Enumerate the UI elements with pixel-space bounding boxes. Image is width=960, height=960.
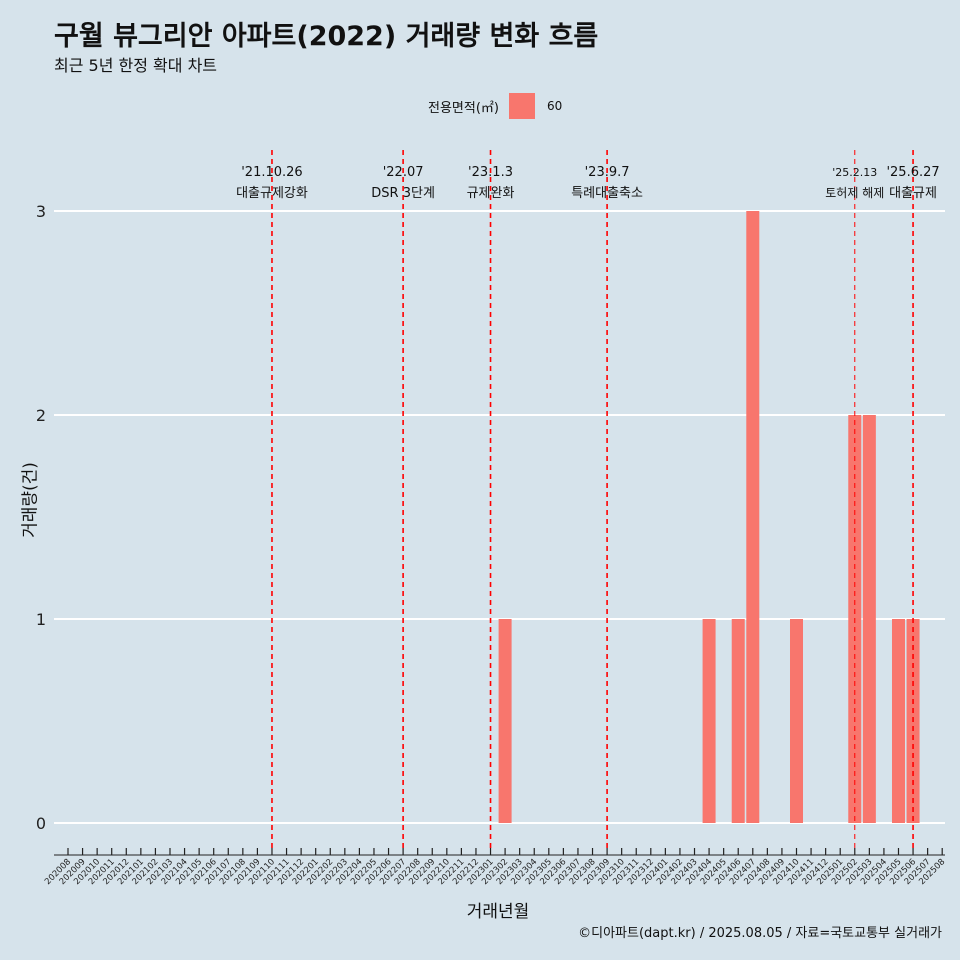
x-axis-title: 거래년월 bbox=[466, 902, 530, 922]
y-tick-label: 3 bbox=[36, 202, 46, 221]
y-tick-label: 1 bbox=[36, 610, 46, 629]
event-date-label: '23.1.3 bbox=[468, 165, 513, 180]
event-date-label: '23.9.7 bbox=[585, 165, 630, 180]
legend-entry-label: 60 bbox=[546, 99, 563, 113]
event-label: 토허제 해제 bbox=[825, 186, 884, 200]
y-tick-label: 2 bbox=[36, 406, 46, 425]
y-axis-title: 거래량(건) bbox=[20, 462, 41, 538]
event-label: DSR 3단계 bbox=[371, 186, 435, 201]
chart-subtitle: 최근 5년 한정 확대 차트 bbox=[54, 56, 218, 75]
legend-swatch bbox=[508, 93, 535, 119]
event-label: 대출규제강화 bbox=[236, 186, 308, 201]
event-date-label: '25.6.27 bbox=[886, 165, 939, 180]
chart-title: 구월 뷰그리안 아파트(2022) 거래량 변화 흐름 bbox=[54, 21, 599, 52]
legend: 전용면적(㎡) 60 bbox=[428, 93, 562, 119]
event-date-label: '21.10.26 bbox=[241, 165, 302, 180]
source-caption: ©디아파트(dapt.kr) / 2025.08.05 / 자료=국토교통부 실… bbox=[578, 926, 942, 941]
event-label: 특례대출축소 bbox=[571, 186, 643, 201]
legend-title: 전용면적(㎡) bbox=[428, 100, 499, 116]
bar bbox=[862, 415, 876, 823]
bar bbox=[702, 619, 716, 823]
bar bbox=[731, 619, 745, 823]
bar bbox=[891, 619, 905, 823]
bar bbox=[790, 619, 803, 823]
event-date-label: '22.07 bbox=[383, 165, 424, 180]
event-label: 규제완화 bbox=[467, 186, 515, 201]
y-tick-label: 0 bbox=[36, 814, 46, 833]
event-date-label: '25.2.13 bbox=[832, 166, 877, 179]
bar bbox=[498, 619, 512, 823]
event-label: 대출규제 bbox=[889, 186, 937, 201]
bar bbox=[746, 211, 760, 823]
